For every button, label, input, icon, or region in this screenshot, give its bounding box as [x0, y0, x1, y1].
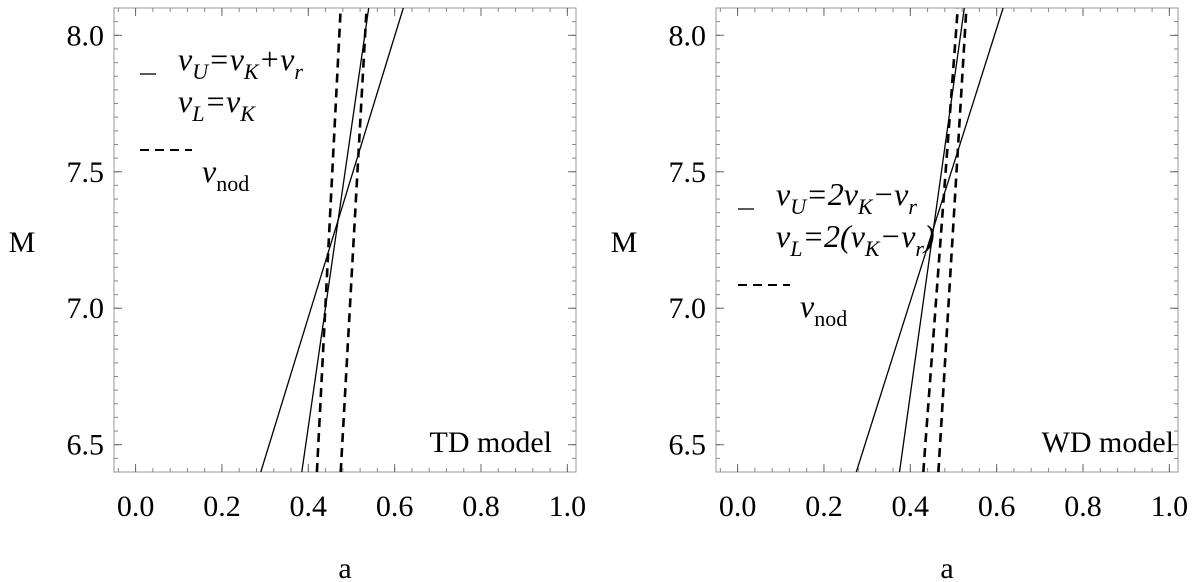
y-tick-label: 7.0 [669, 292, 707, 325]
y-tick-label: 7.0 [67, 292, 105, 325]
y-tick-label: 6.5 [669, 429, 707, 462]
chart-panel-2: 0.0 0.2 0.4 0.6 0.8 1.0 6.5 7.0 7.5 8.0 a MνU=2νK−ν… [611, 7, 1189, 582]
x-tick-label: 0.0 [117, 490, 155, 523]
legend-entry-3: νnod [800, 288, 847, 331]
x-tick-label: 1.0 [1151, 490, 1189, 523]
y-tick-label: 7.5 [67, 156, 105, 189]
x-axis-title: a [338, 552, 351, 582]
nod-curve-3 [315, 8, 342, 472]
model-annotation: WD model [1042, 426, 1174, 459]
x-tick-label: 0.8 [462, 490, 500, 523]
x-tick-label: 0.2 [203, 490, 241, 523]
legend-entry-1: νU=νK+νr [178, 41, 303, 84]
y-axis-title: M [611, 226, 638, 259]
x-tick-label: 1.0 [549, 490, 587, 523]
x-tick-label: 0.4 [290, 490, 328, 523]
nod-curve-3 [922, 8, 960, 472]
x-tick-label: 0.6 [376, 490, 414, 523]
y-tick-label: 8.0 [669, 19, 707, 52]
frequency-curve-1 [855, 8, 1004, 472]
frequency-curve-2 [301, 8, 370, 472]
frequency-curve-2 [898, 8, 965, 472]
nod-curve-4 [937, 8, 968, 472]
frequency-curve-1 [260, 8, 404, 472]
x-tick-label: 0.2 [805, 490, 843, 523]
model-annotation: TD model [430, 426, 552, 459]
legend-entry-2: νL=νK [178, 83, 256, 126]
legend-entry-1: νU=2νK−νr [776, 176, 917, 219]
y-axis-title: M [9, 226, 36, 259]
y-tick-label: 7.5 [669, 156, 707, 189]
x-axis-title: a [940, 552, 953, 582]
chart-panel-1: 0.0 0.2 0.4 0.6 0.8 1.0 6.5 7.0 7.5 8.0 a MνU=νK+νr… [9, 7, 587, 582]
y-tick-label: 6.5 [67, 429, 105, 462]
plot-frame [113, 7, 577, 473]
legend-entry-2: νL=2(νK−νr) [776, 218, 935, 261]
x-tick-label: 0.6 [978, 490, 1016, 523]
x-tick-label: 0.8 [1064, 490, 1102, 523]
nod-curve-4 [339, 8, 368, 472]
y-tick-label: 8.0 [67, 19, 105, 52]
legend-entry-3: νnod [202, 153, 249, 196]
x-tick-label: 0.4 [892, 490, 930, 523]
x-tick-label: 0.0 [719, 490, 757, 523]
